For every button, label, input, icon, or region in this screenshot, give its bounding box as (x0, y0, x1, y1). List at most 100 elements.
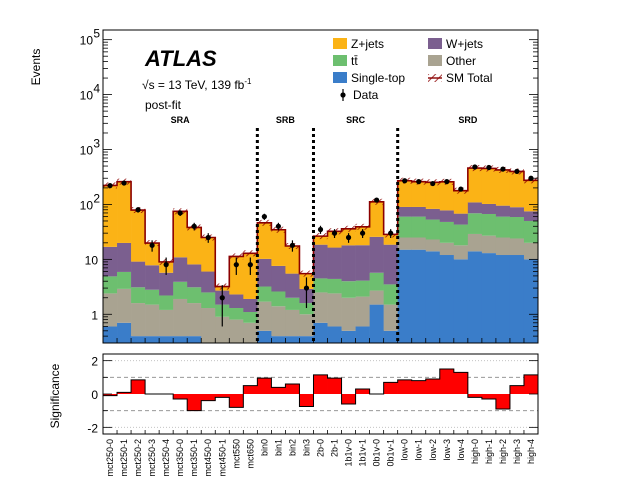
bar-zjets-mct350-0 (173, 211, 188, 258)
bar-other-bin3 (299, 314, 314, 337)
bar-wjets-0b1v-0 (369, 236, 384, 273)
bar-tt-bin2 (285, 297, 300, 310)
x-tick-label-high-4: high-4 (526, 439, 536, 464)
bar-singletop-0b1v-0 (369, 304, 384, 343)
bar-singletop-low-4 (453, 259, 469, 343)
bar-wjets-high-4 (523, 211, 539, 221)
legend: Z+jets W+jets tt̄ Other Single-top SM Total Da… (333, 37, 492, 102)
bar-zjets-bin0 (257, 222, 272, 259)
x-tick-label-mct250-2: mct250-2 (133, 439, 143, 477)
bar-tt-mct250-0 (103, 276, 118, 294)
bar-other-0b1v-1 (383, 304, 398, 331)
bar-singletop-2b-0 (313, 322, 328, 343)
sig-bar-bin0 (257, 378, 272, 394)
x-tick-label-high-2: high-2 (498, 439, 508, 464)
bar-singletop-mct250-0 (103, 326, 118, 343)
bar-tt-high-1 (481, 213, 497, 236)
bar-wjets-high-2 (495, 205, 511, 217)
bar-tt-1b1v-1 (355, 280, 370, 297)
ylabel-significance: Significance (48, 363, 62, 428)
data-point-2b-0 (317, 226, 324, 233)
bar-singletop-high-4 (523, 259, 539, 343)
y-tick-exponent: 2 (93, 191, 100, 205)
legend-label-wjets: W+jets (446, 37, 483, 51)
bar-zjets-high-3 (509, 171, 525, 208)
bar-other-bin2 (285, 309, 300, 337)
bar-wjets-high-0 (467, 202, 483, 214)
sig-bar-1b1v-0 (341, 394, 356, 404)
bar-singletop-high-0 (467, 251, 483, 343)
x-tick-label-low-0: low-0 (400, 439, 410, 461)
bar-tt-mct250-4 (159, 295, 174, 310)
bar-tt-low-3 (439, 221, 455, 243)
bar-tt-0b1v-0 (369, 272, 384, 291)
energy-lumi-label: √s = 13 TeV, 139 fb-1 (142, 77, 252, 92)
bar-singletop-low-3 (439, 255, 455, 343)
data-point-high-1 (486, 164, 492, 171)
bar-wjets-mct250-1 (117, 242, 132, 272)
bar-other-low-4 (453, 245, 469, 260)
bar-wjets-high-1 (481, 203, 497, 214)
bar-singletop-low-2 (425, 251, 441, 343)
x-tick-label-2b-1: 2b-1 (330, 439, 340, 457)
y-tick-exponent: 5 (93, 27, 100, 41)
legend-label-zjets: Z+jets (351, 37, 384, 51)
region-label-SRC: SRC (346, 115, 366, 125)
bar-singletop-1b1v-1 (355, 326, 370, 343)
bar-wjets-mct250-2 (131, 261, 146, 288)
bar-zjets-low-2 (425, 182, 441, 209)
y-tick-label: 10 (80, 89, 94, 103)
bar-wjets-bin1 (271, 265, 286, 292)
bar-other-mct450-0 (201, 308, 216, 343)
data-point-low-2 (430, 180, 436, 187)
bar-other-mct450-1 (215, 316, 230, 343)
data-point-mct550 (233, 262, 239, 268)
region-label-SRA: SRA (171, 115, 191, 125)
bar-zjets-mct450-0 (201, 237, 216, 272)
sig-bar-high-3 (509, 385, 525, 394)
bar-tt-high-2 (495, 216, 511, 238)
bar-zjets-mct250-1 (117, 181, 132, 243)
x-tick-label-mct550: mct550 (231, 439, 241, 469)
bar-other-1b1v-1 (355, 296, 370, 327)
bar-wjets-low-3 (439, 210, 455, 222)
data-point-bin2 (289, 242, 296, 248)
bar-singletop-bin2 (285, 336, 300, 343)
bar-other-mct350-0 (173, 298, 188, 337)
sig-bar-low-3 (439, 369, 455, 394)
sig-bar-bin1 (271, 387, 286, 394)
bar-tt-high-4 (523, 220, 539, 243)
bar-tt-high-0 (467, 213, 483, 234)
bar-zjets-0b1v-1 (383, 234, 398, 245)
bar-zjets-mct250-3 (145, 243, 160, 266)
sm-total-line (103, 167, 538, 288)
sig-bar-0b1v-1 (383, 382, 398, 394)
x-tick-label-bin1: bin1 (273, 439, 283, 456)
bar-other-mct250-3 (145, 304, 160, 337)
sig-y-tick-label: -2 (87, 421, 98, 435)
atlas-label: ATLAS (144, 46, 217, 71)
bar-other-bin0 (257, 301, 272, 331)
sig-bar-high-1 (481, 394, 497, 399)
bar-wjets-mct250-3 (145, 265, 160, 290)
bar-other-mct250-2 (131, 303, 146, 337)
bar-other-high-2 (495, 237, 511, 256)
bar-tt-low-4 (453, 224, 469, 246)
data-point-high-2 (500, 166, 506, 172)
bar-other-mct650 (243, 322, 258, 343)
bar-singletop-low-1 (411, 249, 427, 343)
bar-zjets-2b-0 (313, 236, 328, 245)
data-point-2b-1 (331, 230, 338, 236)
bar-wjets-low-2 (425, 208, 441, 220)
bar-wjets-1b1v-0 (341, 245, 356, 282)
bar-tt-high-3 (509, 217, 525, 239)
x-tick-label-mct250-1: mct250-1 (119, 439, 129, 477)
data-point-mct350-0 (177, 210, 183, 216)
y-tick-label: 1 (91, 308, 98, 322)
sig-bar-high-2 (495, 394, 511, 409)
data-point-mct650 (247, 262, 253, 268)
bar-other-2b-0 (313, 292, 328, 323)
x-tick-label-mct450-0: mct450-0 (203, 439, 213, 477)
bar-other-2b-1 (327, 293, 342, 327)
bar-singletop-mct250-4 (159, 336, 174, 343)
